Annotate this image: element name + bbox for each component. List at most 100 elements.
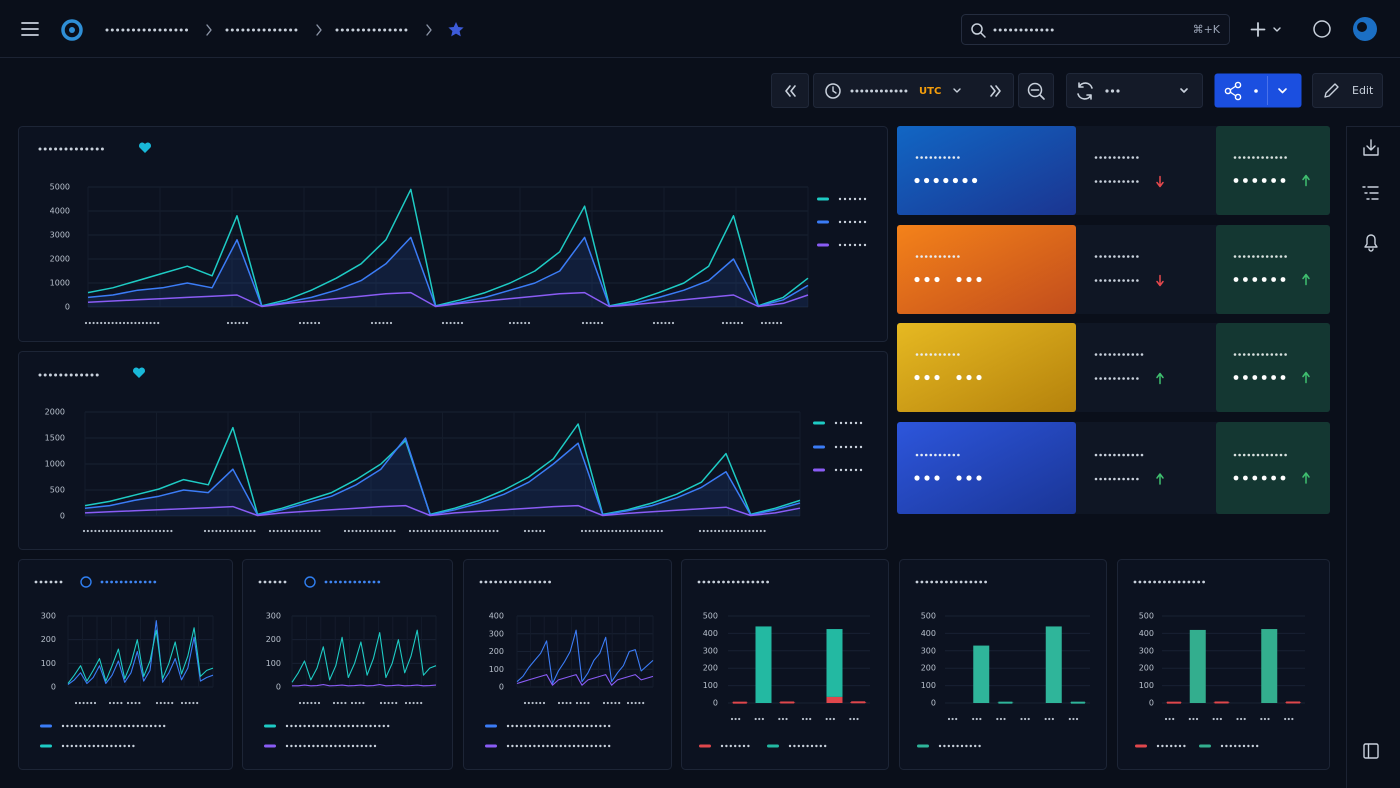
share-button[interactable] <box>1214 73 1302 108</box>
text-dot <box>929 453 933 457</box>
text-dot <box>1136 477 1139 481</box>
text-dot <box>351 28 355 32</box>
text-dot <box>642 701 645 705</box>
text-dot <box>412 529 415 533</box>
bar-cap <box>732 701 747 704</box>
text-dot <box>572 724 576 728</box>
plus-icon[interactable] <box>1250 22 1266 37</box>
help-icon[interactable] <box>1313 20 1331 38</box>
text-dot <box>533 744 536 748</box>
redacted-text <box>788 744 827 748</box>
text-dot <box>1212 717 1215 721</box>
star-icon[interactable] <box>448 22 464 37</box>
text-dot <box>395 701 398 705</box>
text-dot <box>974 744 977 748</box>
series-line <box>87 188 809 307</box>
text-dot <box>108 701 112 705</box>
text-dot <box>1113 353 1116 356</box>
text-dot <box>561 701 564 705</box>
text-dot <box>1261 475 1267 481</box>
legend-swatch <box>817 220 829 224</box>
text-dot <box>222 529 226 533</box>
text-dot <box>1252 255 1255 258</box>
text-dot <box>389 529 392 533</box>
text-dot <box>972 717 975 721</box>
menu-icon[interactable] <box>21 22 39 36</box>
edit-button[interactable] <box>1312 73 1383 108</box>
text-dot <box>370 321 374 325</box>
list-icon[interactable] <box>1362 186 1379 200</box>
text-dot <box>664 321 667 325</box>
text-dot <box>1103 453 1107 457</box>
text-dot <box>54 373 58 377</box>
text-dot <box>1265 453 1269 457</box>
stat-tile-highlight <box>897 323 1076 412</box>
logo[interactable] <box>61 19 83 41</box>
trend-arrow <box>1302 273 1310 286</box>
text-dot <box>1225 744 1228 748</box>
redacted-text <box>508 321 531 325</box>
redacted-text <box>720 744 750 748</box>
text-dot <box>934 374 940 381</box>
text-dot <box>984 580 987 584</box>
redacted-text <box>602 701 621 705</box>
text-dot <box>1177 580 1181 584</box>
text-dot <box>372 580 376 584</box>
redacted-text <box>108 701 123 705</box>
legend-swatch <box>1199 744 1211 748</box>
time-back-button[interactable] <box>771 73 809 108</box>
text-dot <box>1131 353 1135 356</box>
download-icon[interactable] <box>1363 139 1379 156</box>
text-dot <box>956 475 962 481</box>
text-dot <box>1103 353 1107 356</box>
text-dot <box>141 321 145 325</box>
text-dot <box>79 744 82 748</box>
text-dot <box>105 580 109 584</box>
text-dot <box>94 529 97 533</box>
text-dot <box>1140 353 1144 356</box>
text-dot <box>535 529 538 533</box>
text-dot <box>947 156 951 159</box>
text-dot <box>114 744 118 748</box>
bell-icon[interactable] <box>1364 234 1378 252</box>
text-dot <box>979 580 983 584</box>
text-dot <box>1256 156 1260 159</box>
text-dot <box>740 321 744 325</box>
redacted-text <box>581 321 604 325</box>
search-box[interactable] <box>961 14 1230 45</box>
text-dot <box>748 529 751 533</box>
text-dot <box>1113 180 1116 183</box>
text-dot <box>1108 180 1112 183</box>
redacted-text <box>1233 277 1286 282</box>
redacted-text <box>1220 744 1259 748</box>
text-dot <box>329 580 333 584</box>
redacted-text <box>760 321 783 325</box>
panel-toggle-icon[interactable] <box>1363 743 1379 759</box>
text-dot <box>347 529 350 533</box>
double-chevron-right[interactable] <box>990 85 1001 97</box>
redacted-text <box>523 701 546 705</box>
text-dot <box>1094 477 1098 481</box>
text-dot <box>312 744 315 748</box>
text-dot <box>1271 178 1276 183</box>
text-dot <box>307 724 311 728</box>
text-dot <box>1094 453 1098 457</box>
y-tick-label: 200 <box>41 635 56 644</box>
redacted-text <box>343 529 396 533</box>
text-dot <box>363 580 366 584</box>
redacted-text <box>915 353 960 356</box>
refresh-button[interactable] <box>1066 73 1203 108</box>
time-picker[interactable] <box>813 73 1014 108</box>
redacted-text <box>956 374 982 381</box>
text-dot <box>815 744 818 748</box>
text-dot <box>660 529 663 533</box>
text-dot <box>865 89 869 93</box>
text-dot <box>588 529 591 533</box>
redacted-text <box>61 724 166 728</box>
double-chevron-left <box>785 85 796 97</box>
text-dot <box>1140 453 1144 457</box>
text-dot <box>167 701 170 705</box>
legend-swatch <box>767 744 779 748</box>
text-dot <box>564 744 567 748</box>
text-dot <box>316 744 319 748</box>
